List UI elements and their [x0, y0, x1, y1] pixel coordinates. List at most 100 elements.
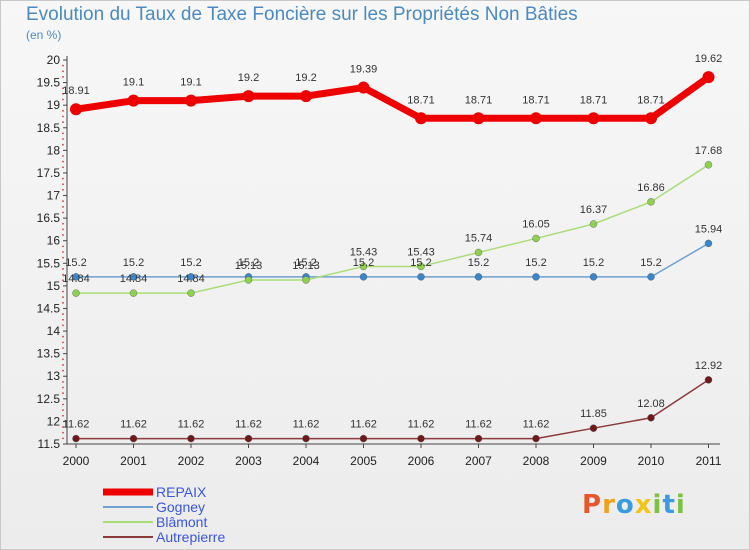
y-minor-tick [62, 426, 64, 428]
y-tick-label: 12.5 [37, 392, 61, 406]
y-minor-tick [62, 268, 64, 270]
y-minor-tick [62, 409, 64, 412]
data-label-blmont: 17.68 [695, 145, 723, 157]
y-minor-tick [62, 211, 64, 214]
data-point-repaix [127, 94, 140, 107]
y-minor-tick [62, 273, 64, 276]
logo-letter: t [662, 490, 676, 520]
logo-letter: P [582, 490, 603, 520]
y-minor-tick [62, 200, 64, 203]
y-minor-tick [62, 64, 64, 67]
data-label-gogney: 15.2 [238, 257, 259, 269]
data-label-gogney: 15.2 [65, 257, 86, 269]
data-point-gogney [647, 273, 655, 281]
y-minor-tick [62, 437, 64, 440]
data-point-blmont [302, 276, 310, 284]
data-point-blmont [474, 248, 483, 257]
y-minor-tick [62, 392, 64, 395]
data-label-repaix: 19.2 [295, 72, 316, 84]
y-minor-tick [62, 188, 64, 191]
y-minor-tick [62, 166, 64, 169]
data-label-autrepierre: 11.62 [523, 419, 550, 431]
data-point-blmont [532, 234, 540, 243]
y-minor-tick [62, 296, 64, 299]
data-point-repaix [702, 71, 715, 84]
y-tick-label: 17.5 [37, 166, 61, 180]
y-tick-label: 15.5 [37, 256, 61, 270]
y-tick-label: 16.5 [37, 211, 61, 225]
data-label-autrepierre: 11.85 [580, 408, 607, 420]
y-minor-tick [62, 98, 64, 101]
data-label-blmont: 15.13 [235, 260, 263, 272]
data-point-autrepierre [474, 434, 483, 443]
data-label-repaix: 19.39 [350, 64, 378, 76]
data-label-blmont: 15.43 [350, 246, 378, 258]
y-minor-tick [62, 160, 64, 163]
y-tick-label: 16 [47, 234, 61, 248]
y-minor-tick [62, 92, 64, 95]
y-minor-tick [62, 155, 64, 157]
data-point-repaix [587, 112, 600, 125]
y-minor-tick [62, 251, 64, 253]
data-point-autrepierre [129, 434, 138, 443]
y-minor-tick [62, 301, 64, 304]
data-point-gogney [359, 273, 368, 281]
y-minor-tick [62, 177, 64, 180]
data-point-blmont [417, 262, 425, 271]
data-label-repaix: 19.62 [695, 53, 723, 65]
data-point-repaix [472, 112, 485, 125]
y-minor-tick [62, 132, 64, 135]
chart-title: Evolution du Taux de Taxe Foncière sur l… [26, 4, 578, 25]
y-tick-label: 19 [47, 98, 61, 112]
data-label-gogney: 15.2 [353, 257, 374, 269]
data-label-gogney: 15.2 [295, 257, 316, 269]
data-point-gogney [704, 239, 713, 248]
proxiti-logo: Proxiti [582, 490, 686, 520]
data-label-autrepierre: 11.62 [178, 419, 205, 431]
y-minor-tick [62, 386, 64, 389]
data-label-blmont: 14.84 [62, 273, 90, 285]
series-line-autrepierre [75, 379, 710, 440]
x-tick-label: 2007 [465, 454, 492, 468]
y-minor-tick [62, 228, 64, 231]
y-minor-tick [62, 234, 64, 236]
data-label-blmont: 15.74 [465, 232, 493, 244]
y-minor-tick [62, 324, 64, 327]
y-tick-label: 17 [47, 189, 61, 203]
data-point-blmont [704, 161, 713, 169]
y-minor-tick [62, 341, 64, 344]
data-point-blmont [129, 289, 138, 297]
data-label-gogney: 15.2 [640, 257, 661, 269]
y-minor-tick [62, 222, 64, 225]
y-minor-tick [62, 87, 64, 90]
y-minor-tick [62, 380, 64, 383]
data-label-repaix: 18.71 [465, 94, 493, 106]
data-label-blmont: 16.37 [580, 204, 608, 216]
y-minor-tick [62, 358, 64, 361]
data-point-gogney [589, 273, 598, 281]
data-point-autrepierre [647, 414, 655, 422]
data-point-blmont [589, 220, 598, 228]
y-minor-tick [62, 245, 64, 248]
data-point-autrepierre [417, 434, 425, 443]
data-label-blmont: 14.84 [177, 273, 205, 285]
y-minor-tick [62, 70, 64, 73]
data-point-repaix [415, 112, 427, 125]
series-line-repaix [72, 73, 712, 122]
x-tick-label: 2004 [293, 454, 320, 468]
y-minor-tick [62, 76, 64, 78]
data-label-gogney: 15.2 [410, 257, 431, 269]
y-minor-tick [62, 364, 64, 366]
data-label-gogney: 15.2 [123, 257, 144, 269]
y-minor-tick [62, 414, 64, 417]
data-label-repaix: 18.71 [580, 94, 608, 106]
data-label-repaix: 19.2 [238, 72, 259, 84]
x-tick-label: 2000 [63, 454, 90, 468]
data-point-gogney [474, 273, 483, 281]
data-label-blmont: 16.05 [522, 218, 550, 230]
legend-label-repaix: REPAIX [156, 484, 207, 500]
y-tick-label: 12 [47, 414, 61, 428]
data-point-repaix [530, 112, 542, 125]
data-label-autrepierre: 12.08 [637, 398, 665, 410]
